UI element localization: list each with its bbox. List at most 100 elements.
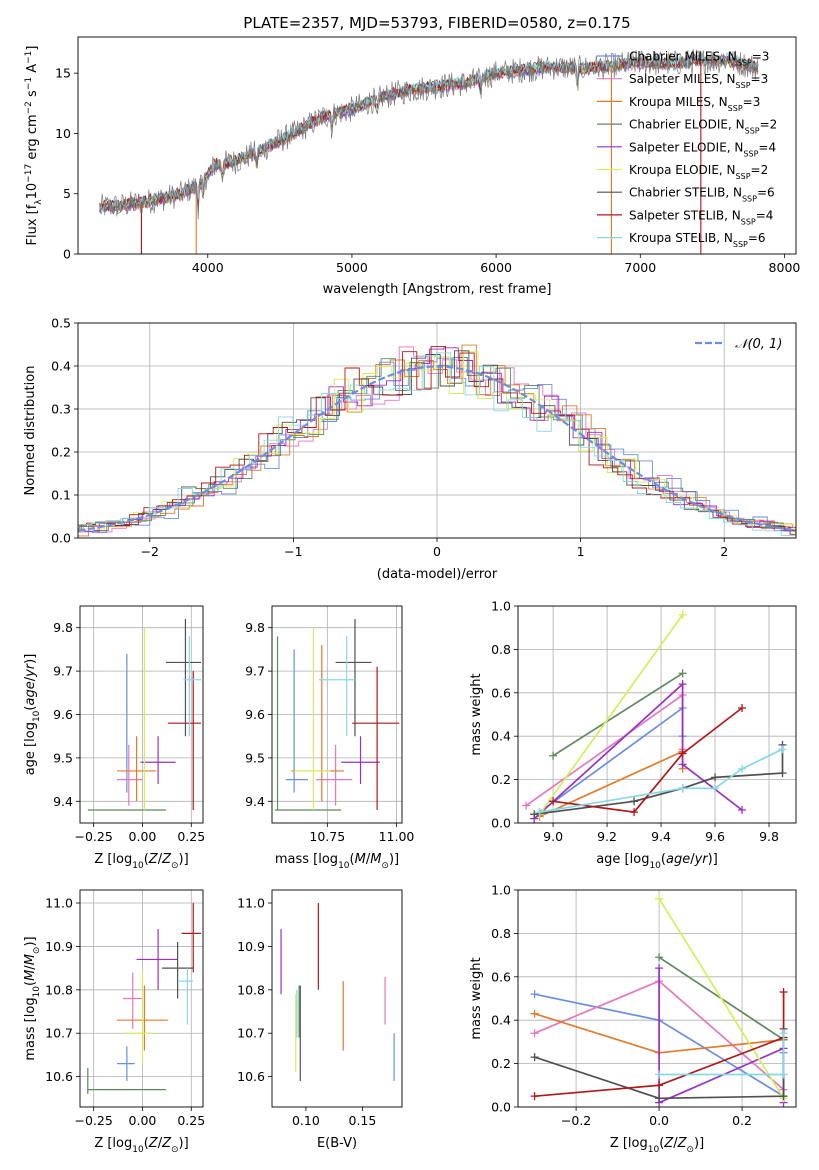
- legend-text: =3: [752, 50, 770, 64]
- y-tick-label: 10.8: [237, 982, 265, 997]
- label-part: )]: [694, 1136, 704, 1151]
- x-tick-label: 0.25: [177, 829, 205, 844]
- y-tick-label: 9.8: [245, 620, 265, 635]
- x-tick-label: 9.2: [597, 829, 617, 844]
- y-tick-label: 10.9: [237, 939, 265, 954]
- label-part: 10: [32, 986, 42, 998]
- legend-label: Chabrier STELIB, NSSP=6: [629, 186, 775, 204]
- label-part: A: [25, 64, 40, 77]
- label-part: M: [23, 954, 38, 965]
- label-part: −17: [24, 164, 34, 183]
- label-part: age: [666, 852, 690, 867]
- label-part: (: [350, 852, 355, 867]
- y-tick-label: 0.1: [51, 488, 71, 503]
- legend-text: =2: [751, 163, 769, 177]
- y-tick-label: 9.6: [53, 707, 73, 722]
- label-part: (: [144, 1136, 149, 1151]
- x-axis-label: E(B-V): [317, 1136, 357, 1151]
- label-part: 10: [25, 183, 40, 200]
- x-tick-label: 11.00: [379, 829, 415, 844]
- weight-line: [658, 898, 785, 1099]
- y-tick-label: 10.9: [45, 939, 73, 954]
- legend-label: 𝒩(0, 1): [735, 337, 782, 352]
- legend-text: =2: [760, 118, 778, 132]
- axes-frame: [517, 605, 797, 824]
- label-part: 10: [648, 1145, 660, 1155]
- y-tick-label: 9.5: [245, 750, 265, 765]
- x-tick-label: −0.2: [561, 1113, 591, 1128]
- y-axis-label: Normed distribution: [23, 366, 38, 496]
- label-part: ⊙: [381, 861, 389, 871]
- legend-text: Salpeter ELODIE, N: [629, 140, 743, 154]
- label-part: Z: [148, 852, 159, 867]
- x-tick-label: 9.6: [705, 829, 725, 844]
- weight-marker: [678, 610, 687, 619]
- axes-frame: [77, 36, 797, 255]
- weight-marker: [738, 764, 747, 773]
- label-part: Z [log: [94, 1136, 132, 1151]
- weight-marker: [630, 797, 639, 806]
- x-tick-label: 0.10: [292, 1113, 320, 1128]
- label-part: (: [661, 852, 666, 867]
- label-part: )]: [179, 1136, 189, 1151]
- weight-line: [534, 992, 785, 1098]
- y-tick-label: 0.0: [51, 531, 71, 546]
- observed-spectrum: [99, 48, 759, 220]
- label-part: (: [144, 852, 149, 867]
- axes-frame: [77, 322, 797, 539]
- weight-line: [552, 672, 684, 757]
- legend: 𝒩(0, 1): [695, 337, 782, 352]
- axes-frame: [79, 605, 204, 824]
- x-tick-label: 0.25: [177, 1113, 205, 1128]
- panel-age-weight: 9.0 9.2 9.4 9.6 9.8 0.0 0.2 0.4 0.6 0.8 1.0 age [lo…: [469, 599, 797, 871]
- weight-marker: [779, 1092, 788, 1101]
- x-tick-label: 0.2: [732, 1113, 752, 1128]
- legend-sub: SSP: [737, 58, 752, 67]
- math-label: Z [log10(Z/Z⊙)]: [610, 1136, 704, 1155]
- y-tick-label: 9.7: [245, 664, 265, 679]
- weight-marker: [530, 1092, 539, 1101]
- legend-text: =3: [743, 95, 761, 109]
- math-label: Z [log10(Z/Z⊙)]: [94, 1136, 188, 1155]
- y-tick-label: 10.7: [45, 1026, 73, 1041]
- axes-frame: [271, 889, 403, 1108]
- label-part: mass [log: [23, 997, 38, 1060]
- weight-marker: [778, 769, 787, 778]
- label-part: Z [log: [94, 852, 132, 867]
- y-tick-label: 0.6: [491, 969, 511, 984]
- y-tick-label: 0.0: [491, 816, 511, 831]
- x-tick-label: 5000: [336, 260, 368, 275]
- weight-marker: [678, 784, 687, 793]
- weight-marker: [655, 964, 664, 973]
- y-axis-label: mass weight: [469, 673, 484, 755]
- x-axis-label: wavelength [Angstrom, rest frame]: [323, 282, 552, 297]
- legend: Chabrier MILES, NSSP=3 Salpeter MILES, NS…: [597, 50, 777, 249]
- x-tick-label: 2: [720, 544, 728, 559]
- label-part: Z: [663, 1136, 674, 1151]
- label-part: erg cm: [25, 114, 40, 163]
- legend-label: Chabrier MILES, NSSP=3: [629, 50, 769, 68]
- weight-marker: [549, 797, 558, 806]
- plot-area: [530, 894, 788, 1107]
- y-tick-label: 0.2: [491, 772, 511, 787]
- residual-histogram: [78, 346, 796, 533]
- weight-marker: [678, 760, 687, 769]
- legend-label: Salpeter MILES, NSSP=3: [629, 72, 768, 90]
- gaussian-curve: [78, 365, 796, 532]
- weight-marker: [678, 669, 687, 678]
- y-tick-label: 1.0: [491, 883, 511, 898]
- x-tick-label: 6000: [480, 260, 512, 275]
- y-tick-label: 9.7: [53, 664, 73, 679]
- legend-sub: SSP: [728, 103, 743, 112]
- weight-marker: [655, 1070, 664, 1079]
- label-part: M: [23, 970, 38, 981]
- label-part: age [log: [23, 722, 38, 775]
- weight-marker: [779, 1029, 788, 1038]
- x-tick-label: −0.25: [75, 1113, 113, 1128]
- label-part: /: [690, 852, 695, 867]
- weight-marker: [678, 749, 687, 758]
- label-part: Flux [f: [25, 204, 40, 245]
- legend-sub: SSP: [745, 126, 760, 135]
